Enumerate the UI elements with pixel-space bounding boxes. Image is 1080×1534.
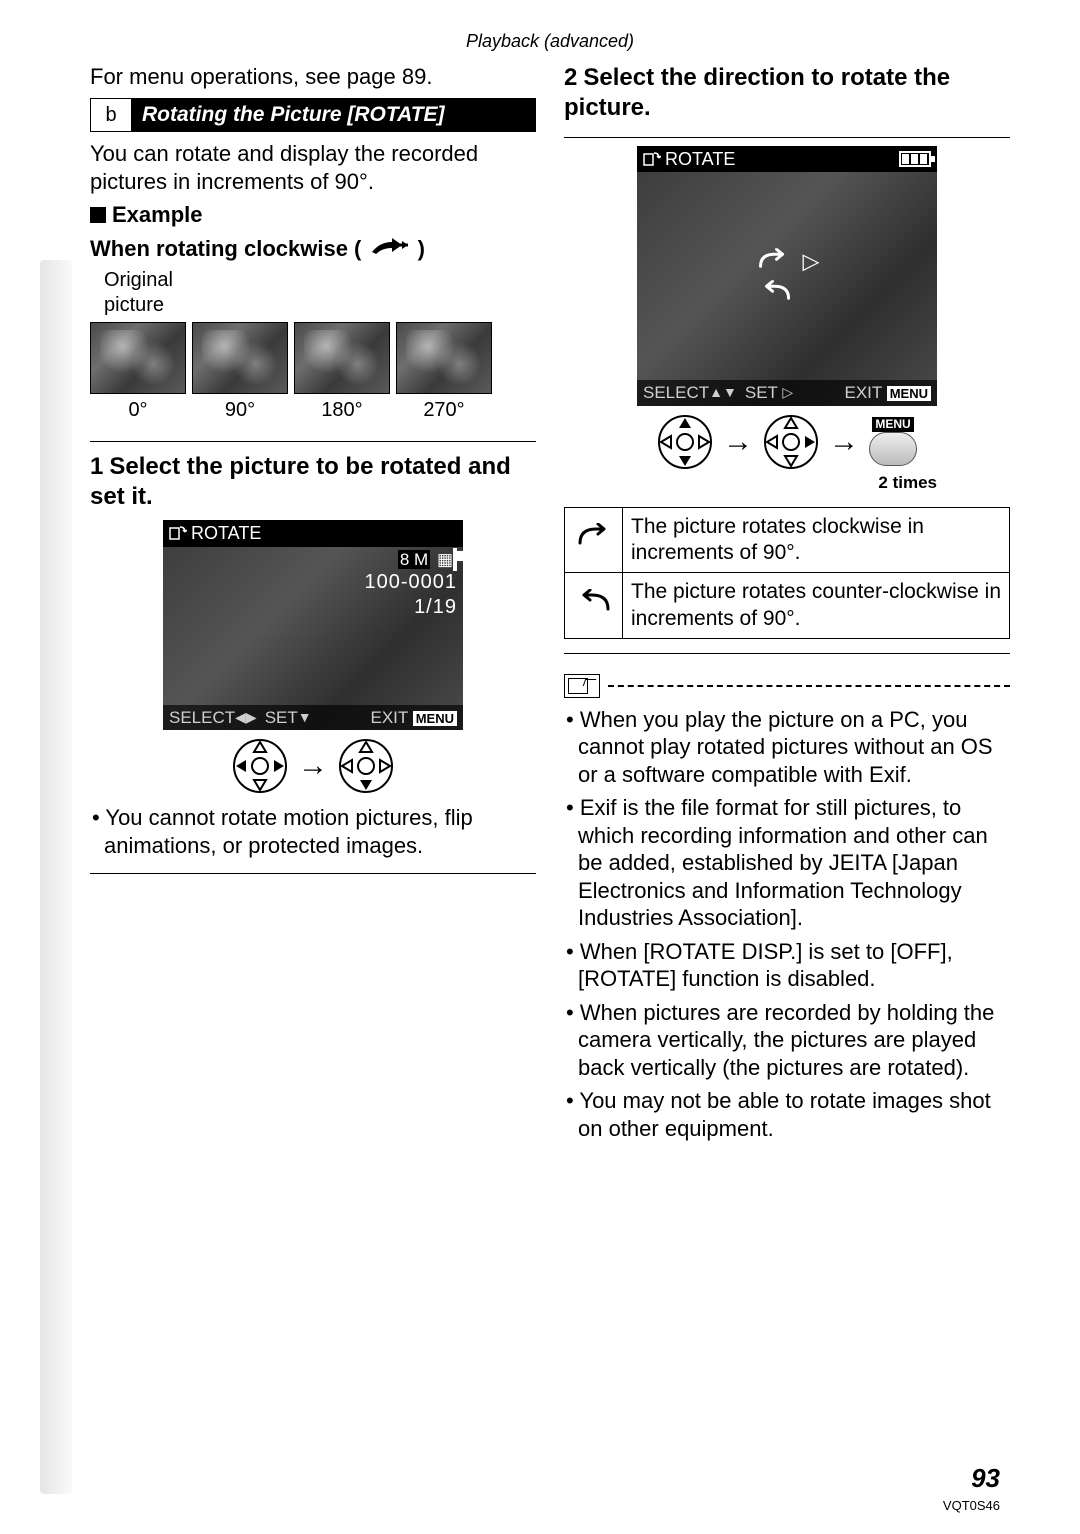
section-header: b Rotating the Picture [ROTATE] bbox=[90, 98, 536, 132]
square-bullet-icon bbox=[90, 207, 106, 223]
screen1-line2: 8 M ▦ bbox=[163, 547, 463, 570]
step1-note: • You cannot rotate motion pictures, fli… bbox=[90, 804, 536, 859]
example-thumbnails: Original picture 0° 90° 180° 270° bbox=[90, 268, 536, 423]
page-binding-shadow bbox=[40, 260, 72, 1494]
rotate-icon bbox=[643, 151, 661, 167]
clockwise-icon bbox=[755, 249, 795, 273]
separator bbox=[90, 441, 536, 442]
separator bbox=[564, 653, 1010, 654]
notes-header bbox=[564, 674, 1010, 698]
example-when: When rotating clockwise ( ) bbox=[90, 235, 536, 263]
thumb-90 bbox=[192, 322, 288, 394]
joystick-row-1: → bbox=[163, 738, 463, 794]
folder-number: 100-0001 bbox=[163, 570, 463, 595]
degree-labels: 0° 90° 180° 270° bbox=[90, 398, 536, 423]
arrow-right-icon: → bbox=[723, 423, 753, 461]
dpad-icon bbox=[338, 738, 394, 794]
rotate-title: ROTATE bbox=[643, 148, 735, 171]
clockwise-icon-cell bbox=[565, 507, 623, 573]
section-title: Rotating the Picture [ROTATE] bbox=[132, 98, 536, 132]
separator bbox=[564, 137, 1010, 138]
rotation-table: The picture rotates clockwise in increme… bbox=[564, 507, 1010, 639]
right-column: 2Select the direction to rotate the pict… bbox=[564, 63, 1010, 1143]
left-column: For menu operations, see page 89. b Rota… bbox=[90, 63, 536, 1143]
separator bbox=[90, 873, 536, 874]
battery-icon bbox=[453, 548, 457, 571]
document-code: VQT0S46 bbox=[943, 1498, 1000, 1514]
counterclockwise-icon-cell bbox=[565, 573, 623, 639]
screen-2: ROTATE ▷ SELECT▲▼ SET ▷ EXIT M bbox=[637, 146, 937, 493]
arrow-right-icon: → bbox=[829, 423, 859, 461]
menu-button-icon bbox=[869, 432, 917, 466]
original-label: Original picture bbox=[104, 268, 536, 318]
battery-icon bbox=[899, 151, 931, 167]
joystick-row-2: → → MENU bbox=[637, 414, 937, 470]
step2-heading: 2Select the direction to rotate the pict… bbox=[564, 63, 1010, 123]
intro-text: For menu operations, see page 89. bbox=[90, 63, 536, 91]
lead-text: You can rotate and display the recorded … bbox=[90, 140, 536, 195]
table-row: The picture rotates counter-clockwise in… bbox=[565, 573, 1010, 639]
rotate-title: ROTATE bbox=[169, 522, 261, 545]
arrow-right-icon: → bbox=[298, 747, 328, 785]
menu-button-stack: MENU bbox=[869, 417, 917, 466]
rotate-icon bbox=[169, 525, 187, 541]
clockwise-arrow-icon bbox=[368, 237, 412, 257]
dpad-icon bbox=[763, 414, 819, 470]
dpad-icon bbox=[657, 414, 713, 470]
example-heading: Example bbox=[90, 201, 536, 229]
counterclockwise-desc: The picture rotates counter-clockwise in… bbox=[623, 573, 1010, 639]
dpad-icon bbox=[232, 738, 288, 794]
screen1-footer: SELECT◀▶ SET▼ EXIT MENU bbox=[163, 705, 463, 730]
thumb-0 bbox=[90, 322, 186, 394]
step1-heading: 1Select the picture to be rotated and se… bbox=[90, 452, 536, 512]
note-item: • Exif is the file format for still pict… bbox=[564, 794, 1010, 932]
section-key: b bbox=[90, 98, 132, 132]
rotate-direction-menu: ▷ bbox=[755, 247, 820, 305]
notes-list: • When you play the picture on a PC, you… bbox=[564, 706, 1010, 1143]
image-counter: 1/19 bbox=[163, 595, 463, 620]
screen-1: ROTATE 8 M ▦ 100-0001 1/19 SELECT◀▶ SET▼… bbox=[163, 520, 463, 794]
clockwise-desc: The picture rotates clockwise in increme… bbox=[623, 507, 1010, 573]
counterclockwise-icon bbox=[755, 280, 795, 304]
note-item: • When you play the picture on a PC, you… bbox=[564, 706, 1010, 789]
dashed-line bbox=[608, 685, 1010, 687]
press-times: 2 times bbox=[637, 472, 937, 493]
table-row: The picture rotates clockwise in increme… bbox=[565, 507, 1010, 573]
screen2-footer: SELECT▲▼ SET ▷ EXIT MENU bbox=[637, 380, 937, 405]
page-number: 93 bbox=[971, 1462, 1000, 1495]
note-icon bbox=[564, 674, 600, 698]
note-item: • When pictures are recorded by holding … bbox=[564, 999, 1010, 1082]
page-category: Playback (advanced) bbox=[90, 30, 1010, 53]
note-item: • When [ROTATE DISP.] is set to [OFF], [… bbox=[564, 938, 1010, 993]
note-item: • You may not be able to rotate images s… bbox=[564, 1087, 1010, 1142]
thumb-180 bbox=[294, 322, 390, 394]
thumb-270 bbox=[396, 322, 492, 394]
